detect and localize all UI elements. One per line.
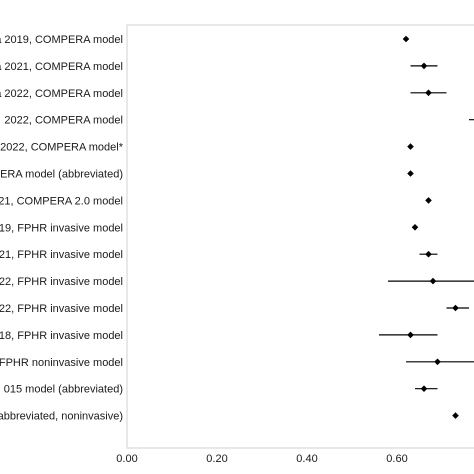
x-tick-label: 0.60 [386,453,407,465]
point-estimate [420,62,428,70]
x-tick-label: 0.20 [206,453,227,465]
point-estimate [407,143,414,150]
point-estimate [452,304,459,312]
category-label: a 2022, COMPERA model [0,88,123,100]
category-label: 2022, COMPERA model* [0,142,124,154]
category-label: FPHR noninvasive model [0,357,123,369]
point-estimate [425,197,432,204]
point-estimate [429,277,437,285]
category-label: 22, FPHR invasive model [0,303,123,315]
category-label: 18, FPHR invasive model [0,330,123,342]
point-estimate [452,412,459,419]
point-estimate [434,358,441,366]
plot-area [126,24,474,449]
plot-frame [126,24,474,449]
x-tick-label: 0.40 [296,453,317,465]
point-estimate [420,385,428,392]
point-estimate [402,35,410,43]
category-label: ERA model (abbreviated) [0,169,123,181]
category-label: a 2021, COMPERA model [0,61,123,73]
point-estimate [411,224,419,231]
category-label: 21, COMPERA 2.0 model [0,195,123,207]
point-estimate [407,170,414,177]
x-axis-ticks: 0.000.200.400.600.8 [116,453,407,465]
category-label: a 2019, COMPERA model [0,34,123,46]
point-estimate [425,89,432,97]
category-labels: a 2019, COMPERA model a 2021, COMPERA mod… [0,34,124,423]
category-label: 21, FPHR invasive model [0,249,123,261]
category-label: 2022, COMPERA model [4,115,123,127]
category-label: 015 model (abbreviated) [4,384,123,396]
point-estimate [407,331,414,339]
x-tick-label: 0.00 [116,453,137,465]
category-label: 19, FPHR invasive model [0,222,123,234]
category-label: abbreviated, noninvasive) [0,411,123,423]
category-label: 22, FPHR invasive model [0,276,123,288]
data-marks [379,35,474,419]
point-estimate [425,250,432,258]
